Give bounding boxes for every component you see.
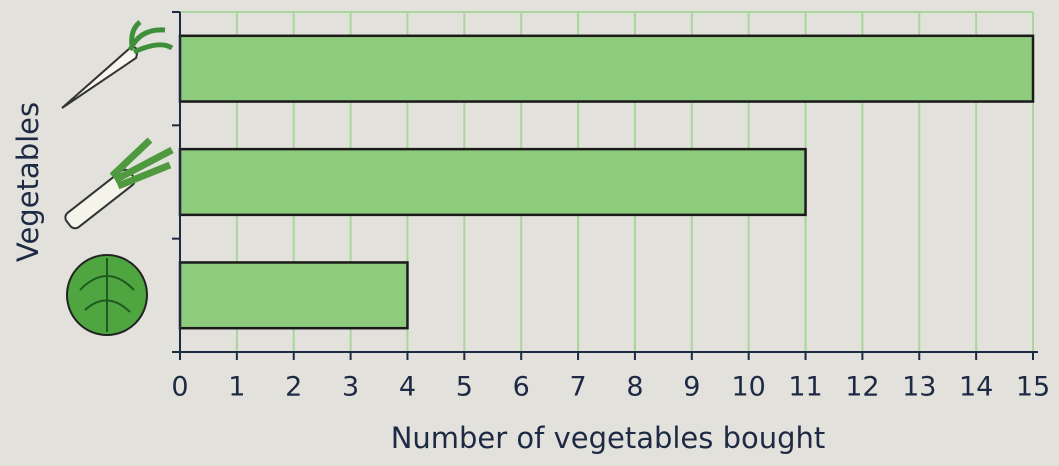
y-axis-label: Vegetables	[11, 102, 45, 262]
x-tick-label: 11	[788, 372, 822, 403]
x-axis-label: Number of vegetables bought	[391, 421, 826, 455]
x-tick-label: 13	[902, 372, 936, 403]
x-tick-label: 12	[845, 372, 879, 403]
chart: Number of vegetables bought Vegetables 0…	[0, 0, 1059, 466]
x-tick-label: 4	[399, 372, 416, 403]
bar	[180, 36, 1033, 102]
x-tick-label: 7	[569, 372, 586, 403]
x-tick-label: 3	[342, 372, 359, 403]
bar	[180, 262, 407, 328]
x-tick-label: 5	[456, 372, 473, 403]
bar	[180, 149, 806, 215]
x-tick-label: 9	[683, 372, 700, 403]
x-tick-label: 14	[959, 372, 993, 403]
x-tick-label: 8	[626, 372, 643, 403]
x-tick-label: 0	[171, 372, 188, 403]
x-tick-label: 10	[731, 372, 765, 403]
x-tick-label: 1	[228, 372, 245, 403]
x-tick-label: 2	[285, 372, 302, 403]
x-tick-label: 15	[1016, 372, 1050, 403]
cabbage-icon	[67, 255, 147, 335]
x-tick-label: 6	[513, 372, 530, 403]
